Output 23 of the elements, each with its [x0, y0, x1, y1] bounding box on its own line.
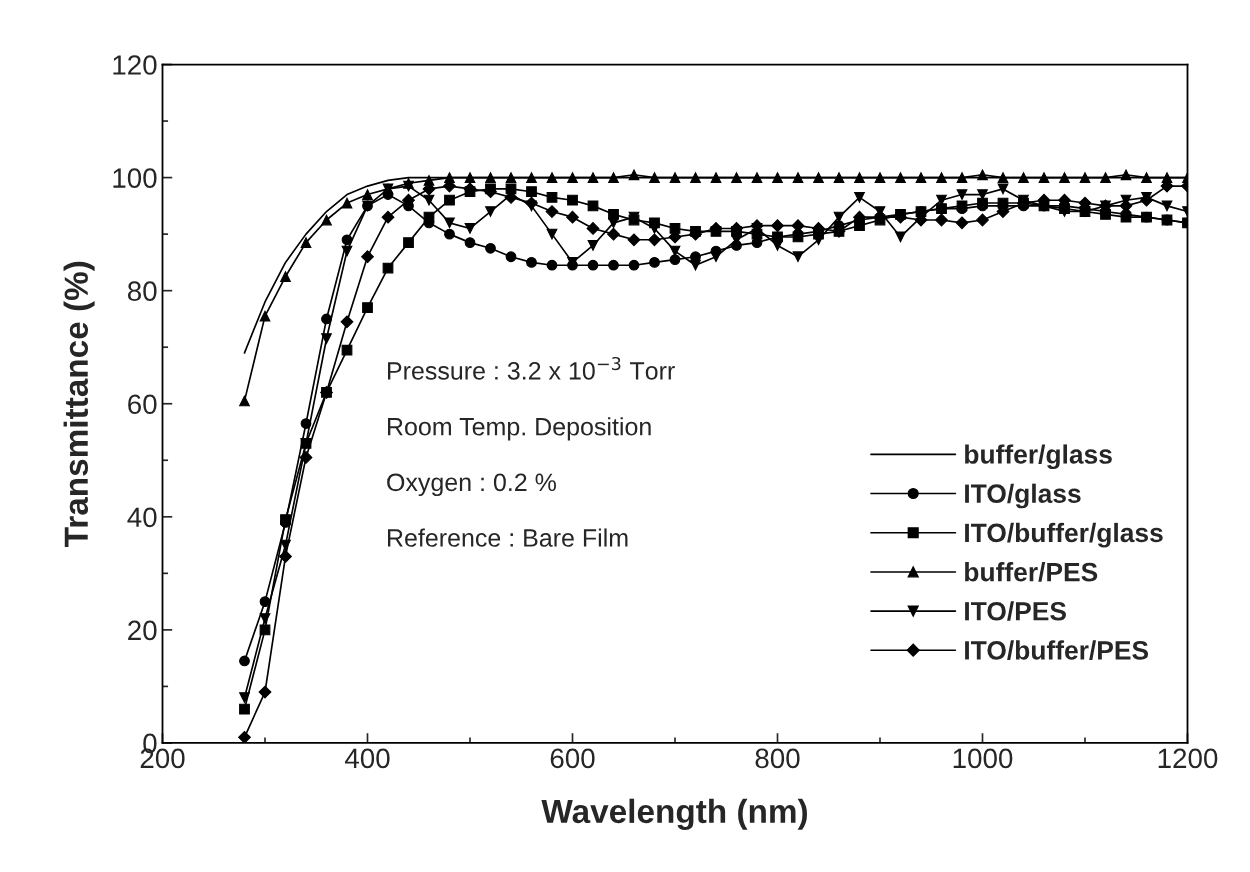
legend-label: ITO/buffer/PES [965, 640, 1149, 660]
y-tick-label: 60 [128, 394, 157, 415]
legend-label: ITO/glass [965, 483, 1081, 509]
y-tick-label: 80 [127, 281, 157, 302]
annotation: Pressure : 3.2 x 10$^{−3}$ Torr [388, 356, 675, 380]
legend-label: ITO/PES [965, 601, 1066, 621]
y-tick-label: 40 [127, 507, 157, 528]
annotation: Reference : Bare Film [388, 528, 628, 547]
y-tick-label: 120 [113, 55, 157, 75]
annotation: Room Temp. Deposition [388, 417, 651, 441]
x-tick-label: 1000 [953, 748, 1013, 769]
x-axis-title: Wavelength (nm) [541, 798, 807, 830]
x-tick-label: 1200 [1158, 748, 1218, 769]
legend-label: ITO/buffer/glass [965, 522, 1163, 548]
x-tick-label: 400 [344, 748, 390, 769]
y-tick-label: 20 [128, 620, 157, 641]
x-tick-label: 600 [550, 748, 595, 769]
annotation: Oxygen : 0.2 % [387, 473, 556, 497]
legend-label: buffer/glass [965, 444, 1112, 470]
legend-label: buffer/PES [965, 562, 1098, 582]
y-tick-label: 100 [113, 168, 157, 188]
y-axis-title: Transmittance (%) [63, 261, 95, 547]
x-tick-label: 800 [755, 748, 800, 769]
